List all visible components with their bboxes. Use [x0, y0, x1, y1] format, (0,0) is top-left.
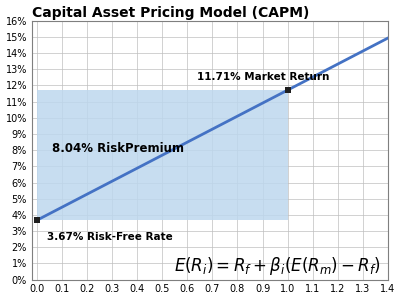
- Text: 3.67% Risk-Free Rate: 3.67% Risk-Free Rate: [47, 232, 173, 242]
- Text: $\mathit{E(R_i) = R_f + \beta_i(E(R_m) - R_f)}$: $\mathit{E(R_i) = R_f + \beta_i(E(R_m) -…: [174, 255, 381, 277]
- Text: 11.71% Market Return: 11.71% Market Return: [197, 72, 330, 82]
- Text: 8.04% RiskPremium: 8.04% RiskPremium: [52, 142, 184, 155]
- Bar: [37, 90, 288, 220]
- Text: Capital Asset Pricing Model (CAPM): Capital Asset Pricing Model (CAPM): [32, 6, 309, 20]
